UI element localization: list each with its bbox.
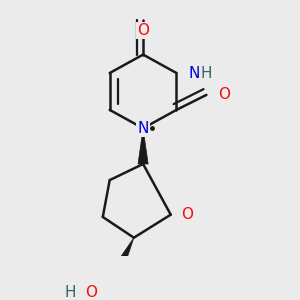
Text: O: O	[137, 23, 149, 38]
Text: O: O	[181, 207, 193, 222]
Polygon shape	[138, 128, 148, 164]
Text: N: N	[137, 121, 149, 136]
Polygon shape	[113, 238, 134, 272]
Text: N: N	[188, 65, 200, 80]
Text: O: O	[218, 87, 230, 102]
Text: O: O	[85, 286, 97, 300]
Text: H: H	[65, 286, 76, 300]
Text: H: H	[201, 65, 212, 80]
